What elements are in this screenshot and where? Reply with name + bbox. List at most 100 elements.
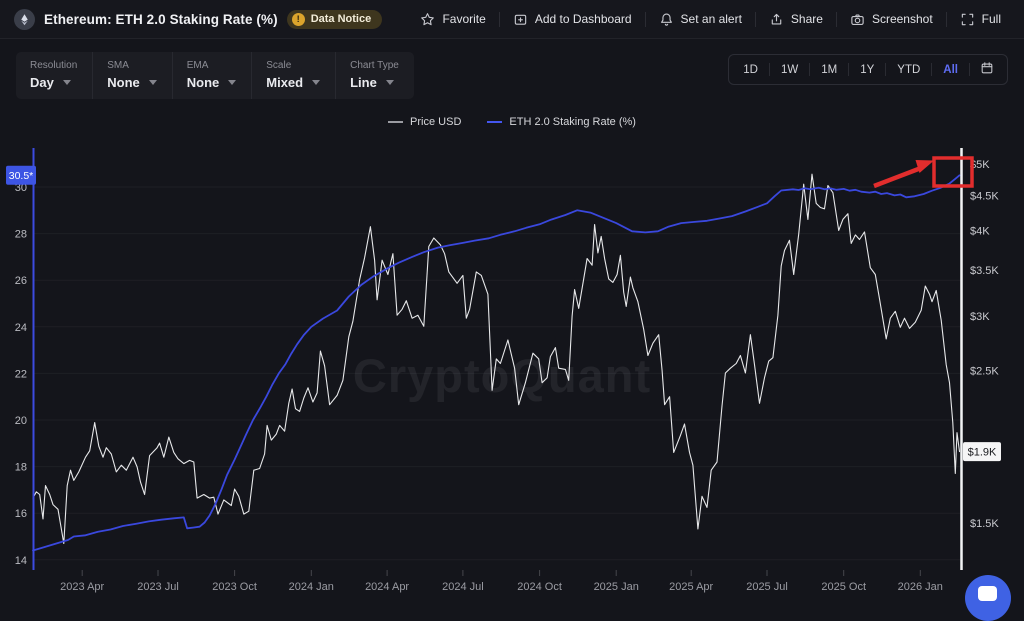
legend-item-eth-2-0-staking-rate[interactable]: ETH 2.0 Staking Rate (%) [487,116,636,128]
left-axis-tick-label: 24 [15,322,27,334]
price-current-value: $1.9K [968,446,997,458]
annotation-arrow-head [915,160,934,173]
legend-item-price-usd[interactable]: Price USD [388,116,461,128]
select-value: Day [30,75,54,90]
camera-icon [851,13,864,25]
select-sma[interactable]: SMA None [92,52,172,99]
select-value: Line [350,75,377,90]
left-axis-tick-label: 16 [15,508,27,520]
toolbar-favorite[interactable]: Favorite [407,12,498,27]
right-axis-tick-label: $3.5K [970,265,999,277]
select-resolution[interactable]: Resolution Day [16,52,92,99]
range-divider [809,63,811,76]
toolbar-share[interactable]: Share [756,12,836,27]
right-axis-tick-label: $3K [970,311,990,323]
legend-label: ETH 2.0 Staking Rate (%) [509,116,636,128]
toolbar-add-to-dashboard[interactable]: Add to Dashboard [500,12,645,27]
select-scale[interactable]: Scale Mixed [251,52,335,99]
star-icon [421,12,435,25]
right-axis-tick-label: $1.5K [970,518,999,530]
annotation-arrow-shaft [873,165,922,189]
select-label: SMA [107,60,129,71]
x-tick-label: 2023 Jul [137,581,179,593]
annotation-highlight-box [932,156,974,188]
left-axis-tick-label: 14 [15,555,27,567]
range-ytd[interactable]: YTD [897,63,921,76]
time-range-panel: 1D 1W 1M 1Y YTD All [728,54,1008,85]
bell-icon [660,13,672,26]
chevron-down-icon [62,80,71,85]
range-divider [969,63,970,76]
toolbar-label: Set an alert [680,12,742,26]
right-axis-tick-label: $2.5K [970,366,999,378]
select-label: Chart Type [350,60,399,71]
toolbar-screenshot[interactable]: Screenshot [837,12,946,27]
left-axis-tick-label: 22 [15,368,27,380]
x-tick-label: 2025 Apr [669,581,713,593]
select-ema[interactable]: EMA None [171,52,252,99]
toolbar-set-an-alert[interactable]: Set an alert [646,12,755,27]
right-axis-tick-label: $4K [970,225,990,237]
toolbar-label: Share [790,12,823,26]
fullscreen-icon [961,13,973,25]
x-tick-label: 2025 Jan [594,581,639,593]
right-axis-tick-label: $5K [970,159,990,171]
x-tick-label: 2024 Jul [442,581,484,593]
calendar-button[interactable] [972,58,1002,81]
chevron-down-icon [228,80,237,85]
range-divider [768,63,770,76]
dashboard-icon [514,14,527,25]
chart-legend: Price USD ETH 2.0 Staking Rate (%) [0,116,1024,128]
select-value: None [107,75,140,90]
toolbar-label: Screenshot [871,12,933,26]
select-label: Resolution [30,60,78,71]
calendar-icon [981,62,993,74]
price-current-badge [963,442,1001,462]
toolbar-divider [498,11,500,27]
toolbar-divider [644,11,646,27]
select-chart-type[interactable]: Chart Type Line [335,52,414,99]
x-tick-label: 2025 Jul [746,581,788,593]
chat-bubble-button[interactable] [965,575,1011,621]
chevron-down-icon [385,80,394,85]
range-all[interactable]: All [943,63,958,76]
legend-label: Price USD [410,116,462,128]
chevron-down-icon [312,80,321,85]
chart-settings-panel: Resolution Day SMA None EMA None Scale Mixed Cha… [16,52,414,99]
toolbar: Favorite Add to Dashboard Set an alert Shar… [407,11,1014,27]
toolbar-label: Full [981,12,1001,26]
ethereum-icon [14,8,35,30]
warning-icon: ! [291,12,305,26]
range-divider [931,63,933,76]
data-notice-badge[interactable]: ! Data Notice [286,9,383,29]
x-tick-label: 2024 Oct [517,581,562,593]
staking-rate-current-badge [6,165,36,185]
page-title: Ethereum: ETH 2.0 Staking Rate (%) [44,11,278,27]
x-tick-label: 2023 Oct [212,581,257,593]
legend-swatch [487,121,503,123]
eth-2-0-staking-rate-line [32,174,961,552]
select-value: None [186,75,220,90]
select-label: EMA [186,60,209,71]
left-axis-tick-label: 30 [15,182,27,194]
select-value: Mixed [266,75,304,90]
toolbar-full[interactable]: Full [947,12,1014,27]
toolbar-divider [754,11,756,27]
toolbar-divider [945,11,947,27]
range-1d[interactable]: 1D [743,63,758,76]
range-1w[interactable]: 1W [780,63,799,76]
data-notice-label: Data Notice [310,13,372,25]
price-usd-line [32,173,961,545]
left-axis-tick-label: 18 [15,462,27,474]
x-tick-label: 2024 Apr [365,581,409,593]
range-1m[interactable]: 1M [821,63,838,76]
x-tick-label: 2023 Apr [60,581,104,593]
legend-swatch [388,121,404,123]
toolbar-divider [835,11,837,27]
left-axis-tick-label: 28 [15,229,27,241]
left-axis-tick-label: 20 [15,415,27,427]
share-icon [771,13,782,24]
controls-row: Resolution Day SMA None EMA None Scale Mixed Cha… [0,39,1024,99]
range-1y[interactable]: 1Y [860,63,875,76]
chat-icon [978,586,997,601]
